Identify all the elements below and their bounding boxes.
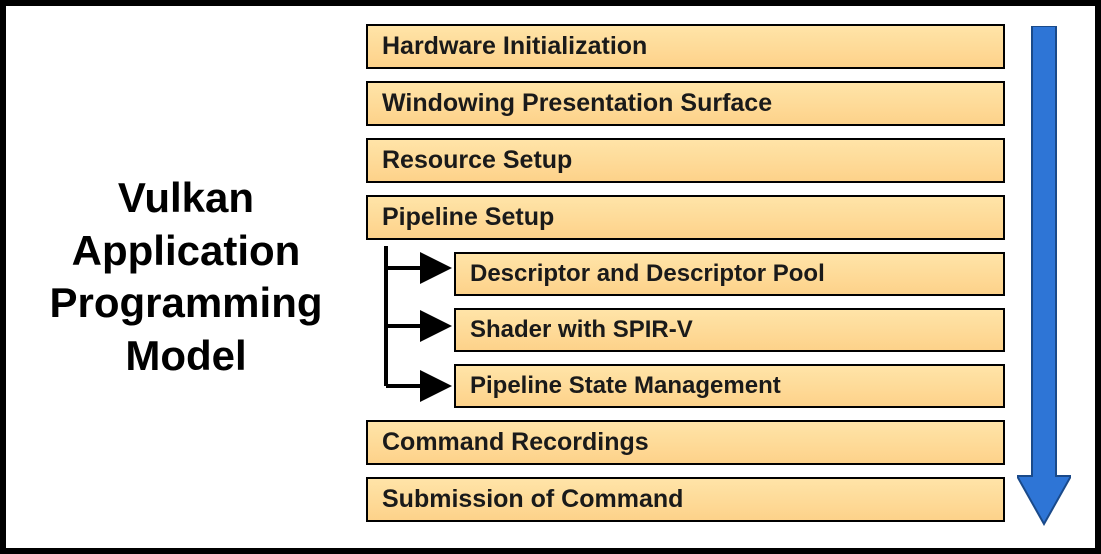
diagram-frame: Vulkan Application Programming Model Har… [0, 0, 1101, 554]
substep-descriptor: Descriptor and Descriptor Pool [454, 252, 1005, 296]
steps-pane: Hardware Initialization Windowing Presen… [366, 6, 1095, 548]
step-command-recordings: Command Recordings [366, 420, 1005, 465]
diagram-title: Vulkan Application Programming Model [49, 172, 322, 382]
substep-shader: Shader with SPIR-V [454, 308, 1005, 352]
step-hardware-init: Hardware Initialization [366, 24, 1005, 69]
pipeline-subtree: Descriptor and Descriptor Pool Shader wi… [366, 252, 1005, 408]
step-submission: Submission of Command [366, 477, 1005, 522]
title-pane: Vulkan Application Programming Model [6, 6, 366, 548]
step-resource-setup: Resource Setup [366, 138, 1005, 183]
title-line-4: Model [125, 332, 246, 379]
step-windowing: Windowing Presentation Surface [366, 81, 1005, 126]
flow-arrow-icon [1017, 26, 1071, 526]
substep-pipeline-state: Pipeline State Management [454, 364, 1005, 408]
title-line-3: Programming [49, 279, 322, 326]
tree-connector-icon [366, 246, 456, 426]
title-line-1: Vulkan [118, 174, 254, 221]
title-line-2: Application [72, 227, 301, 274]
step-pipeline-setup: Pipeline Setup [366, 195, 1005, 240]
